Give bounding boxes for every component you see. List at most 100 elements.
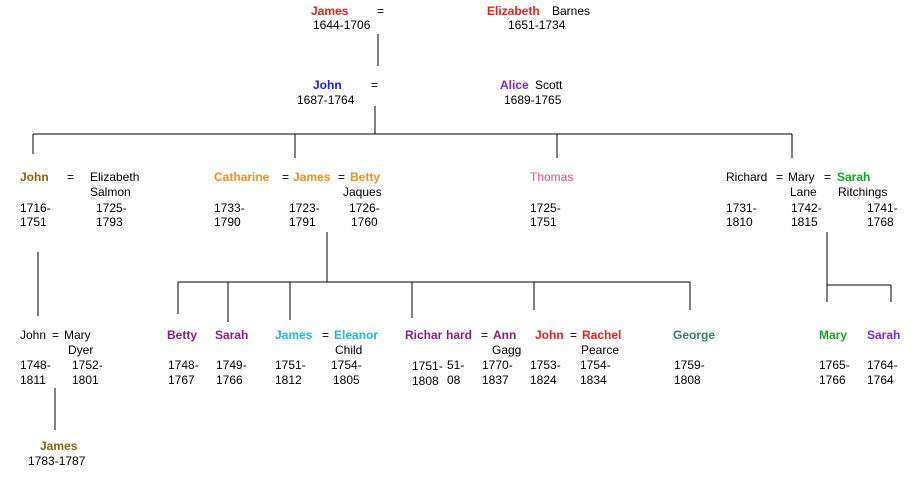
alice-scott-given: Alice [500,78,529,92]
james-1783-name: James [40,439,78,453]
john-1716-died: 1751 [20,215,47,229]
mary-lane-surname: Lane [790,185,817,199]
sarah-1764-died: 1764 [867,373,894,387]
richard-1731-born: 1731- [726,201,757,215]
mary-1765-died: 1766 [819,373,846,387]
ann-gagg-surname: Gagg [492,343,522,357]
catharine-name: Catharine [214,170,270,184]
george-name: George [673,328,716,342]
alice-scott-surname: Scott [535,78,563,92]
james-1723-born: 1723- [289,201,320,215]
equals-sign: = [67,170,75,184]
equals-sign: = [52,328,60,342]
john-1687-dates: 1687-1764 [297,93,355,107]
james-1644-name: James [311,4,349,18]
sarah-1764-born: 1764- [867,358,898,372]
richard-1751-name: Richar [405,328,443,342]
sarah-ritchings-surname: Ritchings [838,185,888,199]
equals-sign: = [481,328,489,342]
ann-gagg-died: 1837 [482,373,509,387]
john-1753-name: John [535,328,564,342]
james-1751-name: James [275,328,313,342]
betty-1748-born: 1748- [168,358,199,372]
sarah-1749-name: Sarah [215,328,249,342]
rachel-pearce-name: Rachel [582,328,622,342]
betty-1748-name: Betty [167,328,198,342]
james-1751-died: 1812 [275,373,302,387]
sarah-1749-born: 1749- [216,358,247,372]
betty-jaques-surname: Jaques [343,185,382,199]
thomas-died: 1751 [530,215,557,229]
sarah-1764-name: Sarah [867,328,901,342]
richard-1751-name-overlap: hard [446,328,473,342]
richard-overlap-born: 51- [447,358,465,372]
betty-jaques-name: Betty [350,170,381,184]
george-died: 1808 [674,373,701,387]
george-born: 1759- [674,358,705,372]
equals-sign: = [282,170,290,184]
richard-overlap-died: 08 [447,373,461,387]
elizabeth-salmon-given: Elizabeth [90,170,140,184]
catharine-died: 1790 [214,215,241,229]
betty-jaques-died: 1760 [351,215,378,229]
james-1783-dates: 1783-1787 [28,454,86,468]
richard-1751-died: 1808 [412,374,439,388]
catharine-born: 1733- [214,201,245,215]
mary-1765-name: Mary [819,328,848,342]
sarah-ritchings-name: Sarah [837,170,871,184]
ann-gagg-born: 1770- [482,358,513,372]
equals-sign: = [377,4,385,18]
ann-gagg-name: Ann [493,328,517,342]
james-1723-name: James [293,170,331,184]
equals-sign: = [776,170,784,184]
elizabeth-barnes-surname: Barnes [552,4,591,18]
mary-1765-born: 1765- [819,358,850,372]
john-1753-born: 1753- [530,358,561,372]
rachel-pearce-born: 1754- [580,358,611,372]
rachel-pearce-surname: Pearce [581,343,620,357]
sarah-1749-died: 1766 [216,373,243,387]
eleanor-child-surname: Child [335,343,363,357]
mary-lane-born: 1742- [791,201,822,215]
eleanor-child-died: 1805 [333,373,360,387]
mary-dyer-born: 1752- [72,358,103,372]
john-1748-born: 1748- [20,358,51,372]
james-1644-dates: 1644-1706 [313,18,371,32]
mary-lane-died: 1815 [791,215,818,229]
thomas-born: 1725- [530,201,561,215]
john-1716-born: 1716- [20,201,51,215]
equals-sign: = [338,170,346,184]
mary-dyer-given: Mary [64,328,91,342]
equals-sign: = [322,328,330,342]
betty-jaques-born: 1726- [349,201,380,215]
elizabeth-salmon-born: 1725- [96,201,127,215]
betty-1748-died: 1767 [168,373,195,387]
richard-1731-died: 1810 [726,215,753,229]
james-1723-died: 1791 [289,215,316,229]
richard-1731-name: Richard [726,170,768,184]
richard-1751-born: 1751- [412,359,443,373]
mary-dyer-surname: Dyer [68,343,94,357]
sarah-ritchings-died: 1768 [867,215,894,229]
equals-sign: = [371,78,379,92]
alice-scott-dates: 1689-1765 [504,93,562,107]
john-1716-name: John [20,170,49,184]
elizabeth-barnes-given: Elizabeth [487,4,540,18]
elizabeth-salmon-died: 1793 [96,215,123,229]
john-1753-died: 1824 [530,373,557,387]
james-1751-born: 1751- [275,358,306,372]
equals-sign: = [824,170,832,184]
eleanor-child-born: 1754- [331,358,362,372]
thomas-name: Thomas [530,170,574,184]
eleanor-child-name: Eleanor [334,328,379,342]
elizabeth-salmon-surname: Salmon [90,185,131,199]
john-1748-died: 1811 [20,373,46,387]
rachel-pearce-died: 1834 [580,373,607,387]
elizabeth-barnes-dates: 1651-1734 [508,18,566,32]
sarah-ritchings-born: 1741- [867,201,898,215]
mary-lane-given: Mary [788,170,815,184]
equals-sign: = [570,328,578,342]
john-1748-name: John [20,328,47,342]
mary-dyer-died: 1801 [72,373,99,387]
